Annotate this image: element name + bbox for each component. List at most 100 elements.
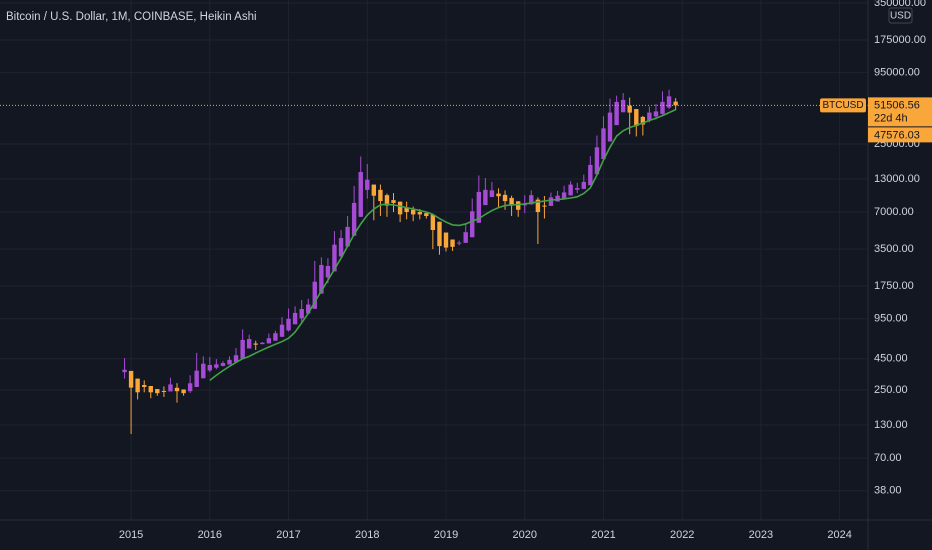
candle-body: [476, 191, 482, 223]
candle-body: [509, 197, 514, 205]
x-tick-label: 2019: [434, 529, 458, 541]
candle-body: [496, 193, 501, 197]
y-tick-label: 38.00: [874, 485, 902, 497]
candle-body: [220, 363, 226, 366]
candle-body: [338, 238, 344, 257]
symbol-label: BTCUSD: [822, 100, 863, 111]
candle-body: [634, 109, 639, 127]
x-tick-label: 2023: [749, 529, 773, 541]
candle-body: [378, 189, 383, 202]
candle-body: [607, 112, 613, 142]
candle-body: [122, 369, 127, 373]
candle-body: [424, 213, 429, 216]
y-tick-label: 70.00: [874, 452, 902, 464]
y-tick-label: 250.00: [874, 384, 908, 396]
candle-body: [292, 312, 298, 325]
y-tick-label: 175000.00: [874, 34, 926, 46]
candle-body: [273, 333, 278, 341]
candle-body: [128, 370, 134, 388]
candle-body: [594, 147, 600, 175]
currency-box[interactable]: [888, 7, 913, 24]
candle-body: [555, 195, 560, 202]
candle-body: [575, 188, 580, 190]
candle-body: [365, 179, 370, 190]
candle-body: [542, 205, 547, 207]
candle-body: [201, 363, 206, 379]
candle-body: [437, 221, 442, 247]
candle-body: [319, 264, 324, 294]
grid: [0, 0, 868, 520]
candle-body: [620, 99, 626, 113]
y-tick-label: 950.00: [874, 313, 908, 325]
candle-body: [233, 355, 239, 363]
x-tick-label: 2015: [119, 529, 143, 541]
candle-body: [516, 201, 521, 210]
y-tick-label: 130.00: [874, 419, 908, 431]
candle-body: [142, 385, 147, 388]
candle-body: [489, 190, 495, 197]
candle-body: [325, 266, 331, 278]
candle-body: [135, 378, 140, 393]
candle-body: [653, 111, 659, 117]
candle-body: [548, 197, 554, 206]
candle-body: [660, 101, 665, 114]
chart-title: Bitcoin / U.S. Dollar, 1M, COINBASE, Hei…: [6, 11, 257, 23]
candle-body: [279, 324, 285, 337]
ma-price: 47576.03: [874, 129, 920, 141]
candle-body: [404, 207, 409, 213]
candle-body: [640, 116, 646, 125]
x-tick-label: 2018: [355, 529, 379, 541]
candle-body: [148, 386, 153, 393]
candle-body: [673, 101, 678, 106]
countdown: 22d 4h: [874, 112, 908, 124]
candle-body: [529, 195, 534, 205]
ma-line: [209, 108, 676, 382]
candle-body: [601, 128, 606, 160]
marks: [0, 89, 868, 434]
candle-body: [155, 389, 160, 394]
currency[interactable]: USD: [890, 11, 911, 22]
y-tick-label: 3500.00: [874, 243, 914, 255]
candle-body: [450, 239, 455, 247]
candle-body: [483, 189, 488, 206]
candle-body: [614, 101, 619, 126]
axis: 2015 2016 2017 2018 2019 2020 2021 2022 2023 2024…: [119, 0, 926, 541]
candle-body: [187, 383, 193, 392]
x-tick-label: 2021: [591, 529, 615, 541]
candle-body: [456, 242, 462, 244]
x-tick-label: 2017: [276, 529, 300, 541]
candle-body: [207, 364, 213, 371]
candle-body: [174, 387, 180, 392]
candle-body: [391, 200, 396, 203]
x-tick-label: 2024: [827, 529, 851, 541]
candle-body: [581, 181, 586, 189]
candle-body: [463, 232, 468, 243]
y-tick-label: 7000.00: [874, 206, 914, 218]
candle-body: [345, 226, 350, 247]
candle-body: [246, 339, 252, 349]
candle-body: [168, 384, 173, 392]
y-tick-label: 1750.00: [874, 280, 914, 292]
candle-body: [627, 105, 632, 113]
y-tick-label: 450.00: [874, 353, 908, 365]
candle-body: [502, 194, 508, 202]
candle-body: [351, 202, 357, 236]
y-tick-label: 13000.00: [874, 173, 920, 185]
candle-body: [470, 211, 475, 238]
candle-body: [397, 201, 403, 215]
y-tick-label: 350000.00: [874, 0, 926, 9]
price-box: [868, 97, 932, 127]
candle-body: [194, 370, 199, 388]
candle-body: [306, 304, 311, 314]
candle-body: [384, 195, 390, 206]
candle-body: [260, 342, 265, 345]
symbol-box: [820, 98, 866, 113]
candle-body: [227, 359, 232, 365]
x-tick-label: 2020: [512, 529, 536, 541]
candle-body: [332, 244, 337, 272]
ma-price-box: [868, 127, 932, 143]
candle-body: [214, 364, 219, 368]
